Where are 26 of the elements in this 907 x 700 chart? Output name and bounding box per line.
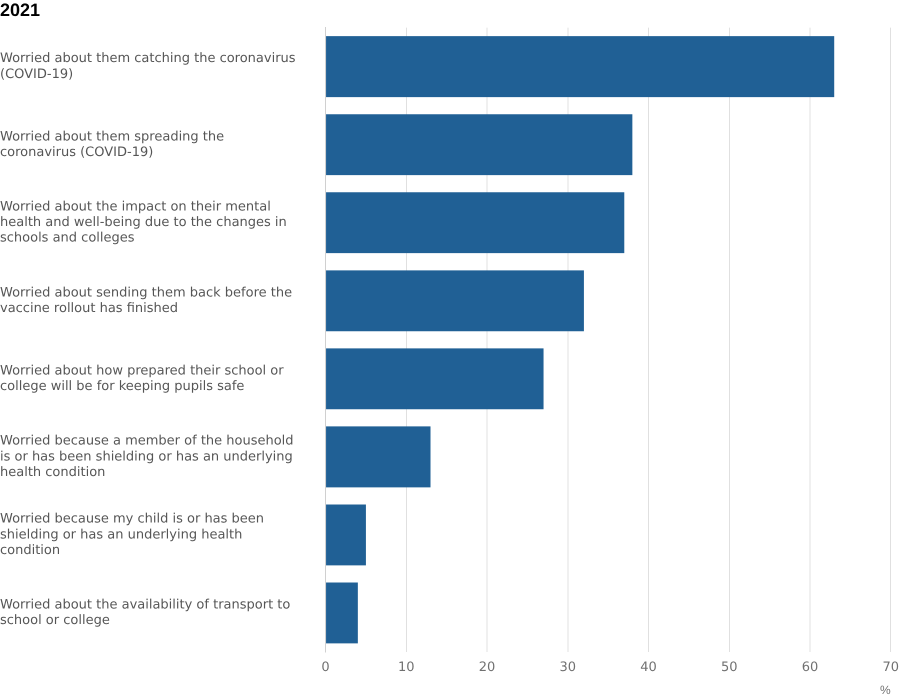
y-tick-label: Worried about sending them back before the vaccine rollout has finished — [0, 285, 292, 316]
x-tick-label: 0 — [321, 660, 330, 676]
y-tick-label: Worried about them catching the coronavirus (COVID-19) — [0, 51, 296, 82]
bar — [326, 36, 834, 98]
y-tick-label: Worried about how prepared their school or college will be for keeping pupils safe — [0, 363, 284, 394]
text: 2021 — [0, 0, 40, 20]
y-tick-label: Worried because my child is or has been shielding or has an underlying health condition — [0, 512, 264, 558]
y-tick-label: Worried because a member of the household is or has been shielding or has an underlying health condition — [0, 434, 294, 480]
bar — [326, 114, 632, 176]
bar — [326, 192, 624, 254]
bar — [326, 582, 358, 644]
x-tick-label: 30 — [560, 660, 576, 676]
x-tick-label: 20 — [478, 660, 496, 676]
bar — [326, 504, 366, 566]
y-tick-label: Worried about the availability of transport to school or college — [0, 598, 290, 628]
x-tick-label: 40 — [640, 660, 657, 676]
y-tick-label: Worried about the impact on their mental health and well-being due to the changes in schools and colleges — [0, 200, 287, 246]
x-tick-label: 50 — [720, 660, 738, 676]
x-tick-label: 60 — [802, 660, 818, 676]
bar — [326, 348, 544, 410]
x-tick-label: 10 — [398, 660, 415, 676]
y-tick-label: Worried about them spreading the coronavirus (COVID-19) — [0, 129, 224, 160]
x-axis-title: % — [880, 683, 892, 698]
bar — [326, 270, 584, 332]
bar — [326, 426, 431, 488]
x-tick-label: 70 — [882, 660, 899, 676]
